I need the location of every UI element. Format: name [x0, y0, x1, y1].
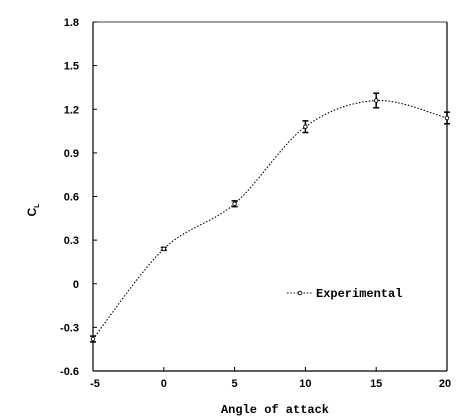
y-axis-label: CL: [25, 203, 41, 217]
y-tick-label: 1.8: [64, 17, 79, 29]
y-tick-label: 1.2: [64, 104, 79, 116]
data-point-marker: [444, 115, 450, 121]
legend: Experimental: [287, 287, 402, 301]
error-bar: [160, 246, 167, 252]
error-bars: [90, 92, 450, 343]
x-axis-label: Angle of attack: [221, 403, 329, 417]
data-point-marker: [373, 98, 379, 103]
y-tick-label: 0: [73, 279, 79, 291]
error-bar: [302, 120, 309, 134]
x-tick-label: 20: [439, 378, 451, 390]
x-tick-label: -5: [90, 378, 100, 390]
data-point-marker: [303, 124, 308, 129]
y-axis-ticks: -0.6 -0.3 0 0.3 0.6 0.9 1.2 1.5 1.8: [60, 17, 97, 378]
error-bar: [373, 92, 380, 109]
data-point-marker: [161, 246, 167, 252]
error-bar: [444, 111, 450, 125]
y-tick-label: 0.9: [64, 148, 79, 160]
y-tick-label: 1.5: [64, 61, 79, 73]
plot-frame: [92, 21, 448, 372]
x-tick-label: 0: [161, 378, 167, 390]
svg-text:CL: CL: [25, 203, 41, 217]
y-axis-label-subscript: L: [34, 203, 41, 208]
x-tick-label: 10: [299, 378, 311, 390]
x-axis-ticks: -5 0 5 10 15 20: [90, 367, 451, 390]
data-point-marker: [90, 336, 96, 342]
y-tick-label: -0.6: [60, 366, 79, 378]
series-line-experimental: [92, 99, 448, 340]
x-tick-label: 5: [232, 378, 238, 390]
data-point-marker: [232, 201, 237, 207]
error-bar: [90, 335, 96, 343]
legend-label-experimental: Experimental: [316, 287, 402, 301]
y-axis-label-main: C: [25, 207, 39, 216]
y-tick-label: 0.6: [64, 192, 79, 204]
error-bar: [231, 200, 238, 208]
x-tick-label: 15: [370, 378, 382, 390]
y-tick-label: -0.3: [60, 322, 79, 334]
y-tick-label: 0.3: [64, 235, 79, 247]
legend-marker: [297, 290, 303, 296]
